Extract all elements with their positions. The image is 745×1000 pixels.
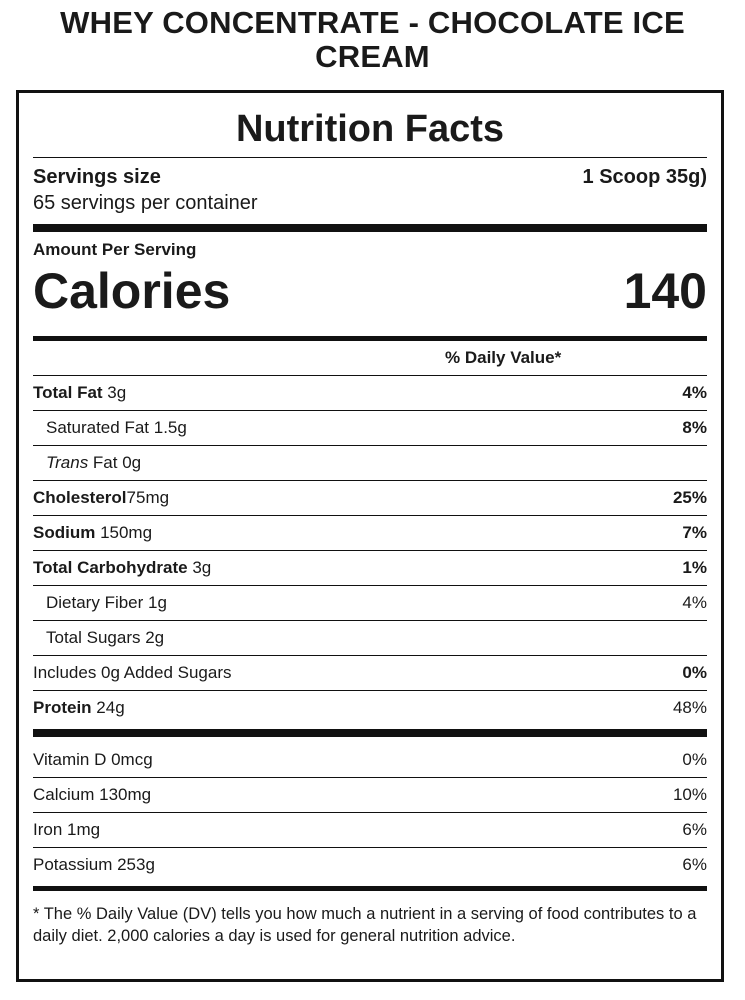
nutrient-name: Total Sugars — [46, 628, 141, 647]
vitamin-name: Iron 1mg — [33, 820, 101, 839]
servings-per-container: 65 servings per container — [33, 192, 258, 214]
nutrient-dv: 1% — [682, 558, 707, 577]
nutrient-name: Total Fat — [33, 383, 103, 402]
daily-value-footnote: * The % Daily Value (DV) tells you how m… — [33, 905, 697, 945]
nutrient-name: Trans — [46, 453, 89, 472]
nutrient-row-saturated-fat: Saturated Fat 1.5g 8% — [33, 410, 707, 445]
nutrient-dv: 4% — [682, 593, 707, 612]
vitamin-row-vitamin-d: Vitamin D 0mcg 0% — [33, 743, 707, 777]
nutrient-amount: 24g — [91, 698, 125, 717]
nutrient-name: Cholesterol — [33, 488, 127, 507]
nutrient-amount: 75mg — [126, 488, 170, 507]
nutrient-row-sodium: Sodium 150mg 7% — [33, 515, 707, 550]
serving-size-row: Servings size 1 Scoop 35g) — [33, 164, 707, 190]
vitamin-row-potassium: Potassium 253g 6% — [33, 847, 707, 882]
nutrient-name: Total Carbohydrate — [33, 558, 188, 577]
nutrition-facts-title: Nutrition Facts — [235, 108, 505, 150]
nutrient-dv: 25% — [672, 488, 707, 507]
calories-row: Calories 140 — [33, 260, 707, 322]
vitamin-dv: 6% — [682, 820, 707, 839]
nutrient-row-protein: Protein 24g 48% — [33, 690, 707, 725]
vitamin-dv: 0% — [682, 750, 707, 769]
nutrient-amount: 3g — [102, 383, 127, 402]
nutrient-row-cholesterol: Cholesterol75mg 25% — [33, 480, 707, 515]
calories-label: Calories — [33, 263, 231, 319]
nutrient-dv: 48% — [672, 698, 707, 717]
nutrient-row-total-carbohydrate: Total Carbohydrate 3g 1% — [33, 550, 707, 585]
nutrient-amount: 3g — [187, 558, 212, 577]
nutrient-name: Protein — [33, 698, 92, 717]
vitamin-row-iron: Iron 1mg 6% — [33, 812, 707, 847]
nutrient-row-total-fat: Total Fat 3g 4% — [33, 375, 707, 410]
nutrient-row-dietary-fiber: Dietary Fiber 1g 4% — [33, 585, 707, 620]
nutrient-name: Includes 0g Added Sugars — [33, 663, 232, 682]
nutrient-amount: 1.5g — [149, 418, 187, 437]
nutrition-label: Nutrition Facts Servings size 1 Scoop 35… — [16, 90, 724, 982]
serving-size-value: 1 Scoop 35g) — [582, 166, 707, 188]
nutrient-name: Sodium — [33, 523, 96, 542]
nutrient-amount: 1g — [143, 593, 167, 612]
calories-value: 140 — [623, 263, 707, 319]
nutrient-row-added-sugars: Includes 0g Added Sugars 0% — [33, 655, 707, 690]
vitamin-name: Calcium 130mg — [33, 785, 152, 804]
nutrient-dv: 8% — [682, 418, 707, 437]
nutrient-amount: 2g — [140, 628, 165, 647]
vitamin-name: Potassium 253g — [33, 855, 155, 874]
daily-value-header: % Daily Value* — [445, 348, 562, 367]
product-title: WHEY CONCENTRATE - CHOCOLATE ICE CREAM — [60, 5, 685, 74]
serving-size-label: Servings size — [33, 166, 161, 188]
nutrient-dv: 4% — [682, 383, 707, 402]
amount-per-serving: Amount Per Serving — [33, 240, 197, 259]
nutrient-dv: 7% — [682, 523, 707, 542]
nutrient-dv: 0% — [682, 663, 707, 682]
vitamin-name: Vitamin D 0mcg — [33, 750, 153, 769]
nutrient-row-total-sugars: Total Sugars 2g — [33, 620, 707, 655]
nutrient-amount: Fat 0g — [88, 453, 142, 472]
nutrient-name: Dietary Fiber — [46, 593, 144, 612]
nutrient-row-trans-fat: Trans Fat 0g — [33, 445, 707, 480]
vitamin-dv: 10% — [672, 785, 707, 804]
vitamin-row-calcium: Calcium 130mg 10% — [33, 777, 707, 812]
nutrient-name: Saturated Fat — [46, 418, 150, 437]
vitamin-dv: 6% — [682, 855, 707, 874]
nutrient-amount: 150mg — [95, 523, 153, 542]
